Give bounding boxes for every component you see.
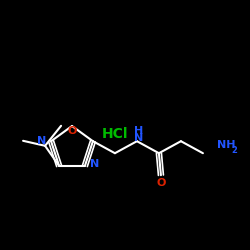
Text: HCl: HCl	[102, 127, 128, 141]
Text: NH: NH	[217, 140, 236, 150]
Text: H: H	[134, 126, 143, 136]
Text: O: O	[156, 178, 166, 188]
Text: N: N	[90, 159, 99, 169]
Text: 2: 2	[231, 146, 237, 155]
Text: N: N	[37, 136, 46, 146]
Text: O: O	[67, 126, 77, 136]
Text: N: N	[134, 133, 143, 143]
